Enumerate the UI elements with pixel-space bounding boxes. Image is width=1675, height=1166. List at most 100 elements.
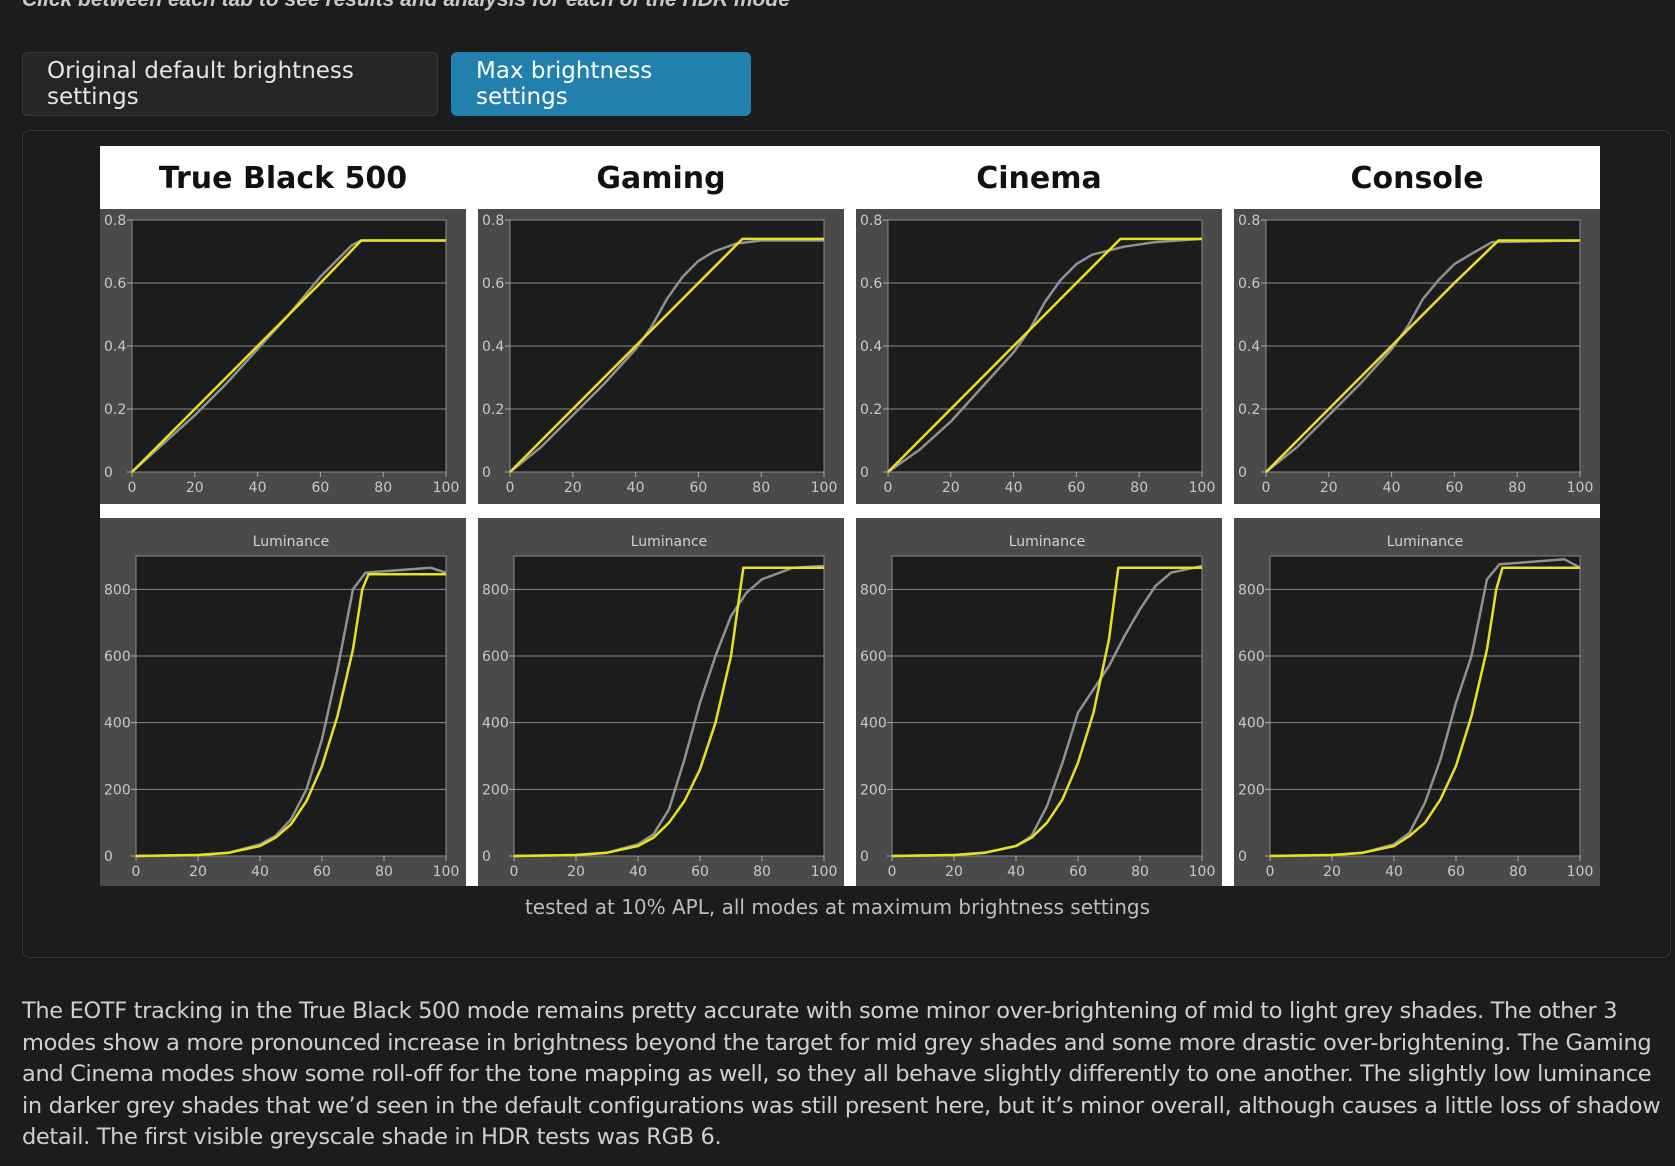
y-tick-label: 0: [1238, 465, 1247, 481]
plot-area: [135, 555, 447, 857]
y-tick-label: 0.2: [104, 402, 126, 418]
x-tick-label: 100: [1567, 480, 1594, 496]
y-tick-label: 800: [860, 582, 887, 598]
x-tick-label: 40: [627, 480, 645, 496]
y-tick-label: 800: [482, 582, 509, 598]
tab-bar: Original default brightness settings Max…: [22, 52, 751, 116]
target-line: [887, 237, 1202, 473]
y-tick-label: 800: [1238, 582, 1265, 598]
x-tick-label: 60: [1069, 864, 1087, 880]
x-tick-label: 60: [1067, 480, 1085, 496]
target-line: [1265, 239, 1580, 473]
y-tick-label: 0.2: [1238, 402, 1260, 418]
x-tick-label: 100: [811, 480, 838, 496]
y-tick-label: 0.6: [482, 276, 504, 292]
x-tick-label: 20: [1320, 480, 1338, 496]
x-tick-label: 0: [128, 480, 137, 496]
target-line: [131, 239, 446, 473]
target-line: [509, 237, 824, 473]
target-line: [135, 573, 446, 858]
x-tick-label: 100: [1189, 864, 1216, 880]
y-tick-label: 400: [482, 716, 509, 732]
x-tick-label: 40: [1383, 480, 1401, 496]
measured-line: [887, 237, 1203, 474]
x-tick-label: 60: [1447, 864, 1465, 880]
x-tick-label: 100: [1567, 864, 1594, 880]
y-tick-label: 0.8: [1238, 213, 1260, 229]
y-tick-label: 0.4: [482, 339, 504, 355]
chart-title: True Black 500: [159, 161, 407, 196]
chart-title: Luminance: [1387, 534, 1464, 550]
target-line: [1269, 566, 1580, 858]
y-tick-label: 0.2: [860, 402, 882, 418]
y-tick-label: 200: [104, 782, 131, 798]
y-tick-label: 200: [860, 782, 887, 798]
chart-title: Cinema: [976, 161, 1102, 196]
y-tick-label: 0.6: [860, 276, 882, 292]
chart-title: Luminance: [253, 534, 330, 550]
x-tick-label: 80: [752, 480, 770, 496]
x-tick-label: 0: [884, 480, 893, 496]
plot-area: [1269, 555, 1581, 857]
y-tick-label: 0.4: [104, 339, 126, 355]
y-tick-label: 0: [482, 849, 491, 865]
y-tick-label: 0.2: [482, 402, 504, 418]
x-tick-label: 80: [375, 864, 393, 880]
y-tick-label: 800: [104, 582, 131, 598]
x-tick-label: 0: [132, 864, 141, 880]
eotf-chart-grid: True Black 500 0 0.2 0.4 0.6 0.8 0 20 40 60 80 100 G…: [100, 161, 1600, 886]
tab-max-brightness[interactable]: Max brightness settings: [451, 52, 751, 116]
x-tick-label: 100: [1189, 480, 1216, 496]
x-tick-label: 20: [189, 864, 207, 880]
tab-default-brightness[interactable]: Original default brightness settings: [22, 52, 438, 116]
y-tick-label: 0: [104, 465, 113, 481]
x-tick-label: 40: [249, 480, 267, 496]
y-tick-label: 0: [482, 465, 491, 481]
y-tick-label: 200: [1238, 782, 1265, 798]
measured-line: [1265, 239, 1581, 473]
plot-area: [891, 555, 1203, 857]
x-tick-label: 40: [1005, 480, 1023, 496]
intro-text: Click between each tab to see results an…: [22, 0, 790, 12]
y-tick-label: 600: [1238, 649, 1265, 665]
x-tick-label: 20: [186, 480, 204, 496]
x-tick-label: 0: [888, 864, 897, 880]
y-tick-label: 0: [860, 849, 869, 865]
y-tick-label: 0: [104, 849, 113, 865]
x-tick-label: 20: [942, 480, 960, 496]
x-tick-label: 60: [1445, 480, 1463, 496]
y-tick-label: 600: [104, 649, 131, 665]
x-tick-label: 80: [1508, 480, 1526, 496]
target-line: [513, 566, 824, 858]
target-line: [891, 566, 1202, 858]
x-tick-label: 20: [1323, 864, 1341, 880]
y-tick-label: 400: [860, 716, 887, 732]
x-tick-label: 100: [433, 864, 460, 880]
y-tick-label: 0.8: [482, 213, 504, 229]
y-tick-label: 0.4: [1238, 339, 1260, 355]
x-tick-label: 20: [567, 864, 585, 880]
x-tick-label: 80: [753, 864, 771, 880]
y-tick-label: 0: [1238, 849, 1247, 865]
y-tick-label: 0.8: [104, 213, 126, 229]
x-tick-label: 80: [374, 480, 392, 496]
y-tick-label: 0.4: [860, 339, 882, 355]
chart-title: Luminance: [1009, 534, 1086, 550]
x-tick-label: 0: [506, 480, 515, 496]
x-tick-label: 60: [313, 864, 331, 880]
x-tick-label: 100: [811, 864, 838, 880]
x-tick-label: 100: [433, 480, 460, 496]
y-tick-label: 200: [482, 782, 509, 798]
y-tick-label: 600: [482, 649, 509, 665]
x-tick-label: 40: [629, 864, 647, 880]
x-tick-label: 80: [1131, 864, 1149, 880]
x-tick-label: 20: [945, 864, 963, 880]
x-tick-label: 60: [689, 480, 707, 496]
x-tick-label: 40: [1385, 864, 1403, 880]
x-tick-label: 40: [1007, 864, 1025, 880]
chart-title: Luminance: [631, 534, 708, 550]
analysis-paragraph: The EOTF tracking in the True Black 500 …: [22, 998, 1661, 1150]
tab-panel: [22, 130, 1671, 958]
chart-title: Console: [1350, 161, 1483, 196]
x-tick-label: 0: [1262, 480, 1271, 496]
